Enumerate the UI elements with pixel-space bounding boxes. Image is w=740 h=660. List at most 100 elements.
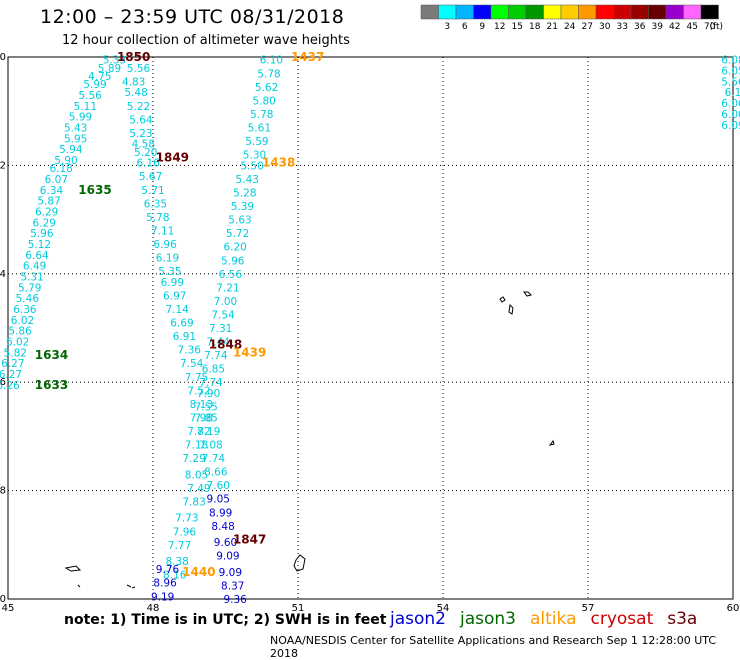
swh-value: 6.09 bbox=[721, 120, 740, 132]
swh-value: 4.83 bbox=[122, 76, 145, 88]
swh-value: 8.66 bbox=[204, 467, 228, 479]
island-coastline bbox=[126, 584, 136, 589]
swh-value: 6.1 bbox=[725, 87, 740, 99]
legend-jason3: jason3 bbox=[460, 609, 516, 629]
swh-value: 5.86 bbox=[8, 326, 32, 338]
swh-value: 7.54 bbox=[211, 309, 235, 321]
color-scale-swatch bbox=[543, 4, 562, 20]
swh-value: 5.89 bbox=[98, 63, 121, 75]
swh-value: 7.18 bbox=[185, 440, 208, 452]
island-coastline bbox=[64, 565, 82, 572]
swh-value: 9.36 bbox=[223, 594, 247, 606]
swh-value: 5.30 bbox=[243, 150, 266, 162]
x-tick-label: 60 bbox=[727, 603, 740, 614]
swh-value: 7.21 bbox=[216, 282, 239, 294]
swh-value: 6.19 bbox=[156, 253, 179, 265]
swh-value: 6.07 bbox=[45, 174, 68, 186]
swh-value: 5.99 bbox=[69, 112, 92, 124]
swh-value: 5.23 bbox=[129, 128, 152, 140]
swh-value: 5.12 bbox=[28, 239, 51, 251]
swh-value: 7.83 bbox=[182, 496, 205, 508]
swh-value: 7.75 bbox=[185, 372, 208, 384]
swh-value: 5.82 bbox=[4, 347, 27, 359]
swh-value: 8.13 bbox=[190, 399, 213, 411]
color-scale-label: 6 bbox=[462, 22, 468, 32]
swh-value: 5.59 bbox=[245, 136, 268, 148]
footer-note: note: 1) Time is in UTC; 2) SWH is in fe… bbox=[64, 612, 387, 628]
swh-value: 6.16 bbox=[136, 158, 160, 170]
island-coastline bbox=[548, 439, 555, 446]
pass-label: 1440 bbox=[182, 565, 215, 579]
swh-value: 6.18 bbox=[49, 163, 72, 175]
color-scale-swatch bbox=[455, 4, 474, 20]
x-tick-label: 48 bbox=[147, 603, 160, 614]
swh-value: 5.11 bbox=[74, 101, 97, 113]
pass-label: 1439 bbox=[233, 345, 266, 359]
swh-value: 7.36 bbox=[178, 345, 202, 357]
color-scale-label: 21 bbox=[547, 22, 558, 32]
swh-value: 5.94 bbox=[59, 144, 83, 156]
swh-value: 7.55 bbox=[194, 402, 217, 414]
color-scale-swatch bbox=[473, 4, 492, 20]
color-scale-label: 15 bbox=[512, 22, 523, 32]
swh-value: 6.69 bbox=[170, 318, 193, 330]
swh-value: 7.77 bbox=[168, 540, 191, 552]
pass-label: 1438 bbox=[262, 156, 295, 170]
swh-value: 5.62 bbox=[255, 82, 278, 94]
swh-value: 5.79 bbox=[18, 282, 41, 294]
color-scale-swatch bbox=[630, 4, 649, 20]
swh-value: 9.60 bbox=[214, 537, 237, 549]
swh-value: 7.52 bbox=[187, 385, 210, 397]
y-tick-label: -4 bbox=[0, 269, 6, 280]
swh-value: 7.98 bbox=[190, 412, 213, 424]
swh-value: 7.60 bbox=[207, 480, 230, 492]
color-scale-swatch bbox=[648, 4, 667, 20]
map-frame bbox=[7, 56, 734, 600]
swh-value: 7.74 bbox=[204, 350, 228, 362]
x-tick-label: 45 bbox=[2, 603, 15, 614]
island-coastline bbox=[77, 584, 81, 588]
swh-value: 5.63 bbox=[228, 215, 251, 227]
swh-value: 8.38 bbox=[165, 556, 188, 568]
swh-value: 7.74 bbox=[202, 453, 226, 465]
color-scale-label: 9 bbox=[479, 22, 485, 32]
swh-value: 6.34 bbox=[40, 185, 64, 197]
swh-value: 7.96 bbox=[173, 526, 197, 538]
satellite-legend: jason2 jason3 altika cryosat s3a bbox=[390, 609, 711, 629]
x-tick-label: 51 bbox=[292, 603, 305, 614]
swh-value: 6.29 bbox=[35, 206, 58, 218]
swh-value: 6.27 bbox=[1, 358, 24, 370]
swh-value: 9.76 bbox=[156, 564, 180, 576]
swh-value: 5.56 bbox=[127, 63, 151, 75]
swh-value: 7.44 bbox=[207, 337, 231, 349]
swh-value: 5.90 bbox=[54, 155, 77, 167]
swh-value: 8.05 bbox=[185, 469, 208, 481]
color-scale-swatch bbox=[420, 4, 439, 20]
pass-label: 1437 bbox=[291, 50, 324, 64]
pass-label: 1850 bbox=[117, 50, 150, 64]
swh-value: 6.27 bbox=[0, 369, 22, 381]
swh-value: 5.20 bbox=[134, 147, 157, 159]
swh-value: 6.08 bbox=[721, 55, 740, 67]
swh-value: 5.99 bbox=[83, 79, 106, 91]
swh-value: 7.11 bbox=[151, 225, 174, 237]
swh-value: 6.91 bbox=[173, 331, 196, 343]
color-scale-label: 39 bbox=[652, 22, 664, 32]
swh-value: 4.75 bbox=[88, 71, 111, 83]
swh-value: 9.19 bbox=[151, 591, 174, 603]
swh-value: 5.95 bbox=[64, 133, 87, 145]
swh-value: 8.99 bbox=[209, 507, 232, 519]
swh-value: 6.36 bbox=[13, 304, 37, 316]
swh-value: 5.39 bbox=[231, 201, 254, 213]
swh-value: 6.06 bbox=[721, 98, 740, 110]
swh-value: 5.35 bbox=[158, 266, 181, 278]
swh-value: 6.56 bbox=[219, 269, 243, 281]
swh-value: 5.28 bbox=[233, 188, 256, 200]
swh-value: 7.49 bbox=[187, 483, 210, 495]
color-scale-label: 30 bbox=[599, 22, 611, 32]
swh-value: 5.78 bbox=[146, 212, 169, 224]
swh-value: 6.05 bbox=[721, 66, 740, 78]
swh-value: 5.96 bbox=[221, 255, 245, 267]
swh-value: 5.80 bbox=[252, 95, 275, 107]
